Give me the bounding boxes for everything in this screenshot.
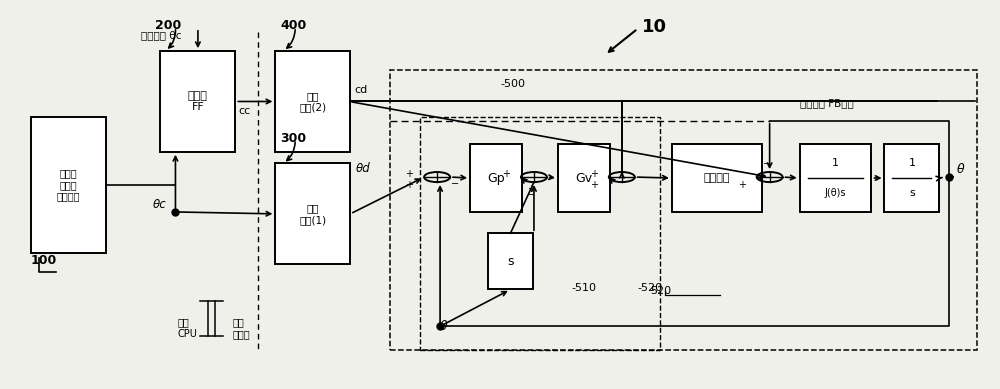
Text: 伺服
控制部: 伺服 控制部 [232,317,250,339]
Text: θ: θ [440,320,448,333]
FancyBboxPatch shape [558,144,610,212]
Text: 1: 1 [908,158,915,168]
Text: 关节角
度指令
值计算部: 关节角 度指令 值计算部 [56,168,80,202]
Text: −: − [451,179,459,189]
Text: 其它轴的 θc: 其它轴的 θc [141,31,181,40]
Text: -510: -510 [572,282,597,293]
FancyBboxPatch shape [160,51,235,152]
FancyBboxPatch shape [800,144,871,212]
Text: +: + [405,180,413,190]
Text: −: − [763,159,771,169]
Text: 动态
特性(2): 动态 特性(2) [299,91,326,112]
Text: -520: -520 [638,282,663,293]
Text: +: + [502,169,510,179]
Text: 1: 1 [832,158,839,168]
Text: 电流控制: 电流控制 [703,173,730,183]
Text: 动态
特性(1): 动态 特性(1) [299,203,326,225]
Text: θd: θd [356,162,371,175]
Text: +: + [527,184,535,194]
Text: Gp: Gp [487,172,505,184]
Text: s: s [507,255,514,268]
FancyBboxPatch shape [275,51,350,152]
Text: 伺服控制 FB特性: 伺服控制 FB特性 [800,98,853,109]
Text: -500: -500 [500,79,525,89]
Text: Gv: Gv [575,172,592,184]
FancyBboxPatch shape [275,163,350,264]
Text: +: + [738,180,746,190]
Text: 200: 200 [155,19,182,32]
FancyBboxPatch shape [488,233,533,289]
FancyBboxPatch shape [672,144,762,212]
Text: +: + [590,180,598,190]
Text: 10: 10 [642,18,667,36]
FancyBboxPatch shape [470,144,522,212]
Text: 300: 300 [280,132,306,145]
FancyBboxPatch shape [31,117,106,252]
Text: 100: 100 [31,254,57,267]
Text: +: + [590,169,598,179]
Text: cd: cd [354,85,367,95]
Text: cc: cc [238,106,251,116]
Text: 非线性
FF: 非线性 FF [188,91,208,112]
Text: +: + [405,169,413,179]
Text: θc: θc [152,198,166,211]
Text: 520: 520 [650,286,671,296]
Text: 400: 400 [280,19,307,32]
Text: s: s [909,188,915,198]
Text: −: − [527,190,535,200]
Text: J(θ)s: J(θ)s [825,188,846,198]
Text: 上级
CPU: 上级 CPU [177,317,197,339]
Text: θ: θ [956,163,964,176]
FancyBboxPatch shape [884,144,939,212]
